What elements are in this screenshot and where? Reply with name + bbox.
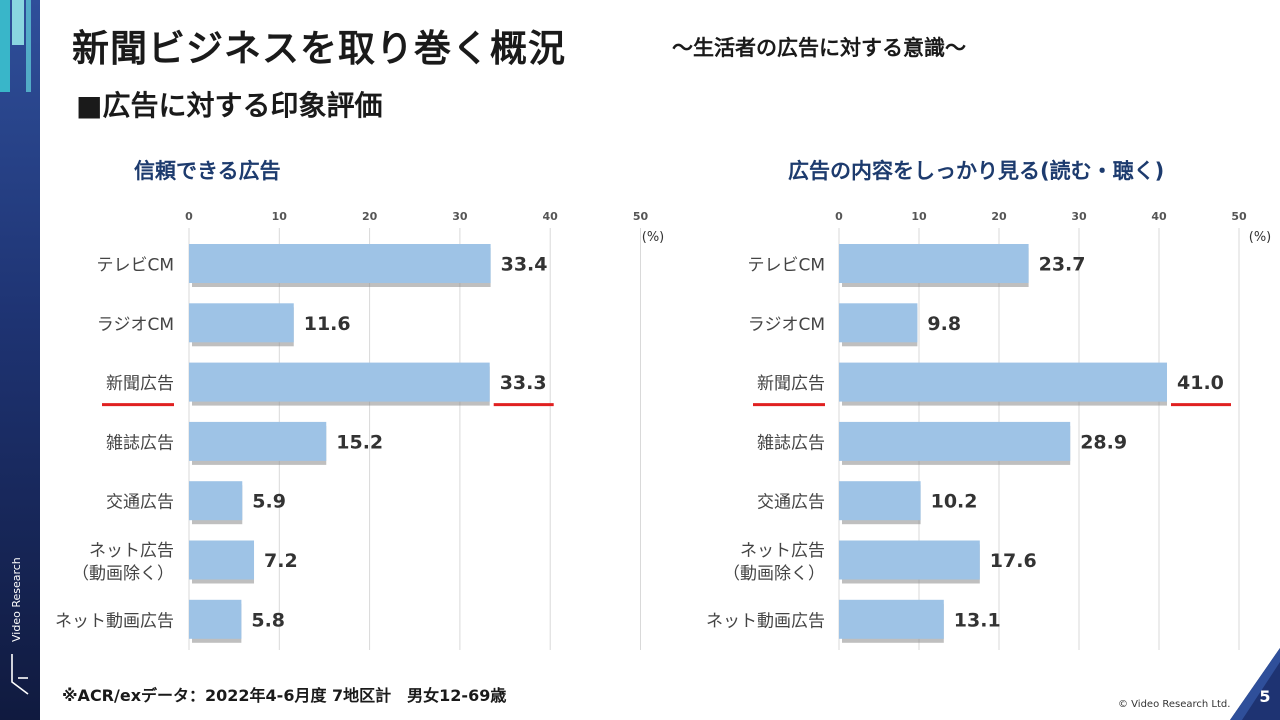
category-label: ネット動画広告 <box>706 611 825 631</box>
bar <box>839 540 980 580</box>
bar <box>189 481 243 521</box>
category-label: 雑誌広告 <box>757 433 825 453</box>
tick-label: 50 <box>633 210 649 223</box>
page-corner-decoration <box>1230 648 1280 720</box>
chart-title-trust: 信頼できる広告 <box>134 159 281 183</box>
bar <box>839 481 921 521</box>
data-label: 33.3 <box>500 372 547 394</box>
tick-label: 0 <box>185 210 193 223</box>
data-label: 11.6 <box>304 313 351 335</box>
data-label: 17.6 <box>990 550 1037 572</box>
unit-label: (%) <box>1249 230 1272 245</box>
accent-stripe <box>26 0 31 92</box>
bar <box>189 540 255 580</box>
category-label: （動画除く） <box>723 564 825 584</box>
data-label: 28.9 <box>1080 431 1127 453</box>
data-label: 15.2 <box>336 431 383 453</box>
tick-label: 10 <box>272 210 288 223</box>
data-label: 10.2 <box>931 491 978 513</box>
tick-label: 30 <box>452 210 468 223</box>
category-label: 新聞広告 <box>757 374 825 394</box>
brand-logo-icon <box>11 654 29 695</box>
category-label: ネット広告 <box>89 541 174 561</box>
chart-title-attention: 広告の内容をしっかり見る(読む・聴く) <box>788 159 1165 183</box>
data-label: 9.8 <box>927 313 961 335</box>
bar <box>189 421 327 461</box>
category-label: 交通広告 <box>757 493 825 513</box>
tick-label: 40 <box>1151 210 1167 223</box>
category-label: 雑誌広告 <box>106 433 174 453</box>
data-label: 5.8 <box>251 609 285 631</box>
page-subtitle: 〜生活者の広告に対する意識〜 <box>672 36 966 60</box>
unit-label: (%) <box>642 230 665 245</box>
data-label: 33.4 <box>501 254 548 276</box>
category-label: テレビCM <box>747 256 825 276</box>
category-label: テレビCM <box>96 256 174 276</box>
page-number: 5 <box>1259 687 1271 706</box>
data-label: 7.2 <box>264 550 298 572</box>
category-label: ラジオCM <box>97 315 174 335</box>
category-label: ラジオCM <box>748 315 825 335</box>
tick-label: 40 <box>543 210 559 223</box>
tick-label: 50 <box>1231 210 1247 223</box>
bar <box>839 421 1071 461</box>
category-label: 交通広告 <box>106 493 174 513</box>
tick-label: 20 <box>362 210 378 223</box>
bar <box>189 244 491 283</box>
page-title: 新聞ビジネスを取り巻く概況 <box>72 27 566 70</box>
category-label: ネット動画広告 <box>55 611 174 631</box>
tick-label: 30 <box>1071 210 1087 223</box>
data-label: 5.9 <box>252 491 286 513</box>
tick-label: 20 <box>991 210 1007 223</box>
data-label: 13.1 <box>954 609 1001 631</box>
copyright: © Video Research Ltd. <box>1118 699 1231 710</box>
bar <box>189 599 242 639</box>
sidebar-accent: Video Research <box>0 0 40 720</box>
category-label: 新聞広告 <box>106 374 174 394</box>
footnote: ※ACR/exデータ：2022年4-6月度 7地区計 男女12-69歳 <box>62 686 507 705</box>
bar <box>189 362 490 402</box>
bar <box>189 303 294 343</box>
category-label: （動画除く） <box>72 564 174 584</box>
accent-stripe <box>0 0 10 92</box>
category-label: ネット広告 <box>740 541 825 561</box>
data-label: 23.7 <box>1039 254 1086 276</box>
accent-stripe <box>12 0 24 45</box>
bar <box>839 599 944 639</box>
bar <box>839 303 918 343</box>
bar <box>839 362 1167 402</box>
data-label: 41.0 <box>1177 372 1224 394</box>
bar <box>839 244 1029 283</box>
tick-label: 0 <box>835 210 843 223</box>
section-title: ■広告に対する印象評価 <box>76 89 383 122</box>
tick-label: 10 <box>911 210 927 223</box>
